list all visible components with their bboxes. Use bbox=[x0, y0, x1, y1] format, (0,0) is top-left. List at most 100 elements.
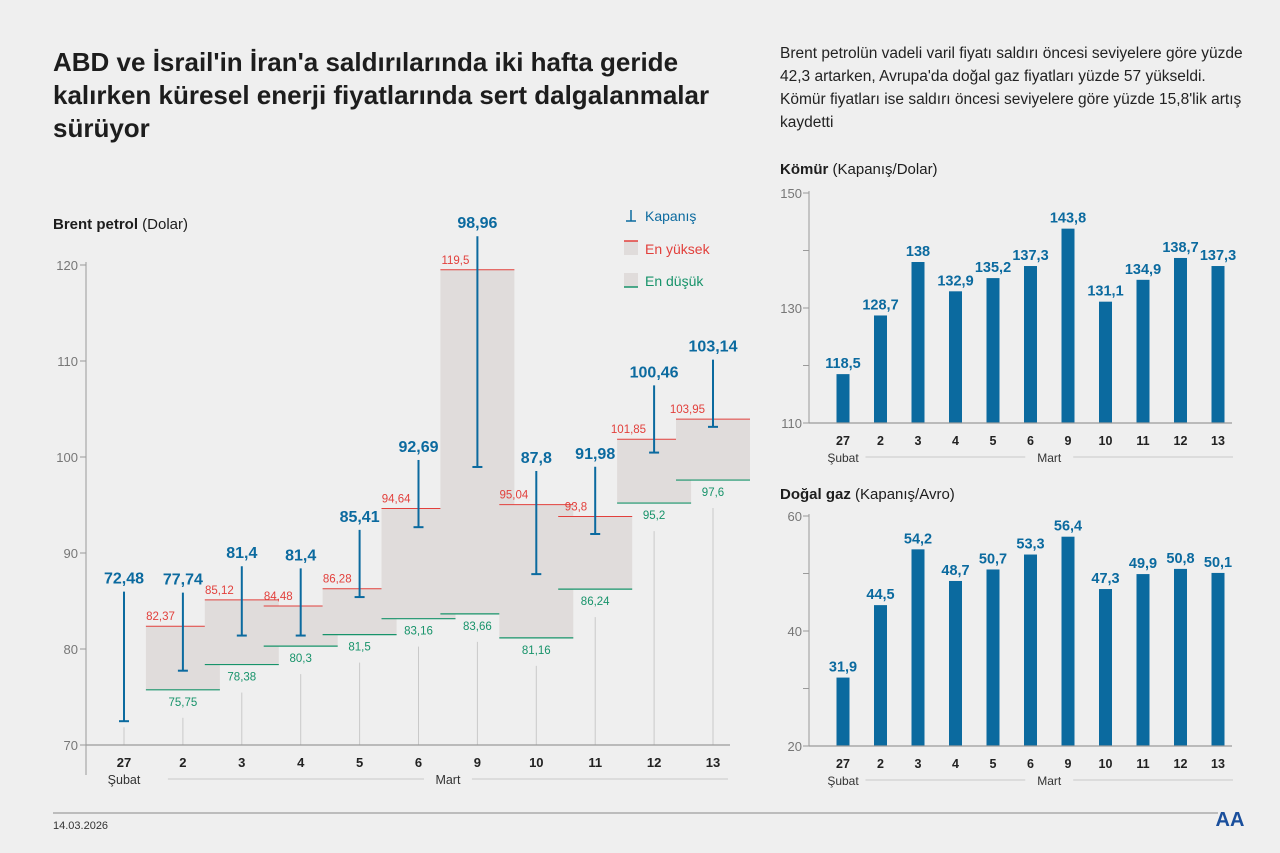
y-tick-label: 70 bbox=[64, 738, 78, 753]
legend-close-label: Kapanış bbox=[645, 208, 696, 224]
y-tick-label: 150 bbox=[780, 186, 802, 201]
bar bbox=[836, 374, 850, 423]
bar-value-label: 31,9 bbox=[829, 660, 857, 676]
x-tick-label: 5 bbox=[356, 755, 363, 770]
y-tick-label: 80 bbox=[64, 642, 78, 657]
close-value-label: 72,48 bbox=[104, 571, 144, 588]
bar-value-label: 49,9 bbox=[1129, 556, 1157, 572]
bar bbox=[949, 580, 962, 746]
bar bbox=[986, 278, 1000, 423]
x-tick-label: 5 bbox=[990, 434, 997, 448]
y-tick-label: 110 bbox=[781, 416, 802, 431]
summary-text: Brent petrolün vadeli varil fiyatı saldı… bbox=[780, 45, 1243, 131]
low-value-label: 97,6 bbox=[702, 487, 724, 499]
high-value-label: 82,37 bbox=[146, 611, 175, 623]
close-value-label: 77,74 bbox=[163, 572, 203, 589]
x-tick-label: 2 bbox=[877, 434, 884, 448]
x-tick-label: 4 bbox=[952, 757, 959, 771]
legend-low-label: En düşük bbox=[645, 273, 704, 289]
aa-logo: AA bbox=[1216, 809, 1245, 831]
x-group-label: Şubat bbox=[108, 773, 141, 787]
y-tick-label: 40 bbox=[788, 624, 802, 639]
bar bbox=[949, 291, 962, 423]
legend-high-icon bbox=[624, 241, 638, 255]
close-value-label: 91,98 bbox=[575, 446, 615, 463]
chart-title: Doğal gaz (Kapanış/Avro) bbox=[780, 486, 955, 503]
bar-value-label: 135,2 bbox=[975, 260, 1011, 276]
close-value-label: 100,46 bbox=[630, 364, 679, 381]
y-tick-label: 60 bbox=[788, 509, 802, 524]
bar bbox=[1136, 279, 1150, 423]
bar-value-label: 54,2 bbox=[904, 531, 932, 547]
close-value-label: 103,14 bbox=[689, 339, 738, 356]
x-tick-label: 2 bbox=[877, 757, 884, 771]
low-value-label: 75,75 bbox=[169, 697, 198, 709]
x-tick-label: 13 bbox=[1211, 434, 1225, 448]
close-value-label: 81,4 bbox=[226, 545, 257, 562]
low-value-label: 86,24 bbox=[581, 596, 610, 608]
bar bbox=[1211, 572, 1225, 746]
low-value-label: 81,5 bbox=[348, 642, 370, 654]
bar-value-label: 48,7 bbox=[941, 563, 969, 579]
x-group-label: Mart bbox=[1037, 451, 1062, 465]
x-group-label: Mart bbox=[435, 773, 461, 787]
x-group-label: Şubat bbox=[827, 774, 859, 788]
high-value-label: 85,12 bbox=[205, 585, 234, 597]
high-value-label: 84,48 bbox=[264, 591, 293, 603]
bar-value-label: 53,3 bbox=[1016, 537, 1044, 553]
x-tick-label: 3 bbox=[238, 755, 245, 770]
close-value-label: 81,4 bbox=[285, 547, 316, 564]
bar bbox=[1061, 228, 1075, 423]
bar-value-label: 47,3 bbox=[1091, 571, 1119, 587]
x-tick-label: 12 bbox=[1174, 434, 1188, 448]
y-tick-label: 120 bbox=[56, 258, 78, 273]
x-tick-label: 6 bbox=[415, 755, 422, 770]
bar-value-label: 56,4 bbox=[1054, 519, 1082, 535]
bar-value-label: 128,7 bbox=[862, 297, 898, 313]
chart-title: Brent petrol (Dolar) bbox=[53, 216, 188, 233]
x-tick-label: 11 bbox=[1136, 434, 1149, 448]
low-value-label: 78,38 bbox=[227, 672, 256, 684]
x-tick-label: 4 bbox=[952, 434, 959, 448]
x-tick-label: 11 bbox=[588, 755, 602, 770]
low-value-label: 81,16 bbox=[522, 645, 551, 657]
bar-value-label: 50,8 bbox=[1166, 551, 1194, 567]
y-tick-label: 130 bbox=[780, 301, 802, 316]
y-tick-label: 20 bbox=[788, 739, 802, 754]
bar bbox=[874, 605, 887, 746]
x-tick-label: 6 bbox=[1027, 757, 1034, 771]
high-value-label: 119,5 bbox=[441, 255, 469, 267]
chart-title-unit: (Dolar) bbox=[138, 216, 188, 233]
close-value-label: 98,96 bbox=[457, 215, 497, 232]
high-value-label: 101,85 bbox=[611, 424, 646, 436]
x-tick-label: 6 bbox=[1027, 434, 1034, 448]
bar-value-label: 138,7 bbox=[1162, 240, 1198, 256]
y-tick-label: 100 bbox=[56, 450, 78, 465]
bar-value-label: 131,1 bbox=[1087, 284, 1123, 300]
low-value-label: 95,2 bbox=[643, 510, 665, 522]
x-tick-label: 9 bbox=[1065, 434, 1072, 448]
x-tick-label: 12 bbox=[1174, 757, 1188, 771]
bar bbox=[986, 569, 1000, 746]
range-box bbox=[676, 419, 750, 481]
bar bbox=[1099, 301, 1112, 423]
x-tick-label: 3 bbox=[915, 757, 922, 771]
bar-value-label: 50,7 bbox=[979, 551, 1007, 567]
chart-title-bold: Doğal gaz bbox=[780, 486, 851, 503]
y-tick-label: 90 bbox=[64, 546, 78, 561]
bar bbox=[1024, 554, 1037, 746]
bar bbox=[911, 549, 925, 746]
x-tick-label: 27 bbox=[836, 757, 850, 771]
x-tick-label: 10 bbox=[1099, 434, 1113, 448]
y-tick-label: 110 bbox=[57, 354, 78, 369]
bar-value-label: 137,3 bbox=[1200, 248, 1236, 264]
bar-value-label: 50,1 bbox=[1204, 555, 1232, 571]
x-tick-label: 10 bbox=[529, 755, 543, 770]
bar bbox=[1211, 266, 1225, 423]
x-tick-label: 27 bbox=[117, 755, 131, 770]
legend-high-label: En yüksek bbox=[645, 241, 711, 257]
high-value-label: 103,95 bbox=[670, 404, 705, 416]
x-tick-label: 5 bbox=[990, 757, 997, 771]
x-tick-label: 13 bbox=[706, 755, 720, 770]
chart-title-unit: (Kapanış/Dolar) bbox=[828, 161, 937, 178]
